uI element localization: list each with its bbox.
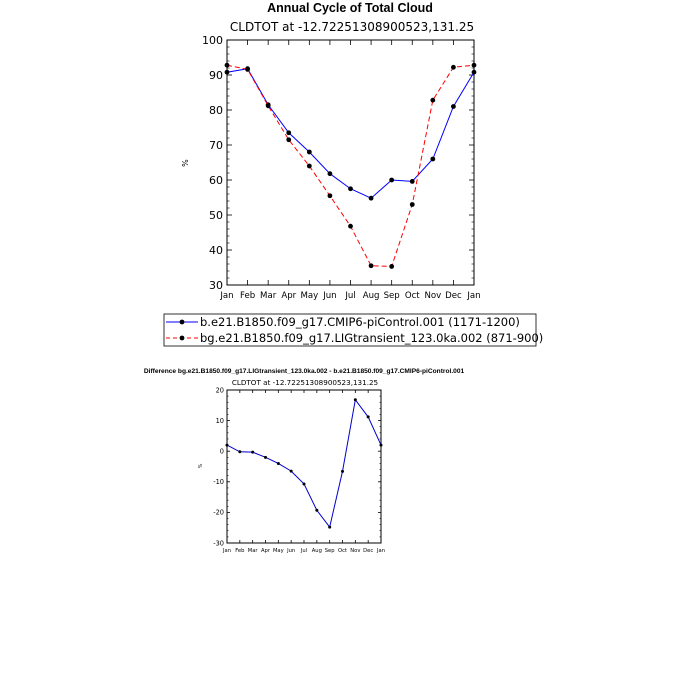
c1-series-1-point [368, 263, 374, 269]
chart2-ylabel: % [198, 463, 204, 468]
legend-marker-lig [179, 335, 185, 341]
chart1-subtitle: CLDTOT at -12.72251308900523,131.25 [230, 20, 474, 34]
chart2-subtitle: CLDTOT at -12.72251308900523,131.25 [232, 378, 378, 387]
c1-series-1-point [327, 193, 333, 199]
c1-series-0-point [389, 177, 395, 183]
c2-series-0-point [341, 469, 344, 473]
c1-series-line-1 [226, 64, 475, 267]
c1-series-0-point [430, 156, 436, 162]
c1-series-1-point [348, 223, 353, 229]
c1-xtick-label: Jan [466, 291, 480, 301]
c2-series-0-point [328, 525, 332, 529]
c1-series-1-point [265, 103, 271, 109]
c1-xtick-label: Jun [322, 291, 336, 301]
c2-xtick-label: Jul [300, 548, 307, 554]
c2-series-0-point [264, 455, 267, 459]
difference-chart: Difference bg.e21.B1850.f09_g17.LIGtrans… [144, 368, 465, 554]
c1-xtick-label: Mar [260, 291, 277, 301]
c1-ytick-label: 60 [209, 174, 223, 187]
c1-xtick-label: Sep [384, 291, 400, 301]
c1-series-1-point [471, 62, 477, 68]
c2-ytick-label: 0 [220, 448, 224, 456]
c1-xtick-label: Oct [405, 291, 420, 301]
legend-box [163, 313, 537, 347]
c2-xtick-label: Feb [235, 548, 245, 554]
c2-xtick-label: Mar [248, 548, 259, 554]
c1-series-0-point [348, 186, 353, 192]
c1-series-0-point [327, 171, 333, 177]
c2-series-line-0 [226, 398, 382, 529]
c2-series-0-point [225, 443, 229, 447]
chart1-ylabel: % [181, 159, 190, 167]
c1-ytick-label: 30 [209, 279, 223, 292]
c2-xtick-label: Jun [286, 548, 295, 554]
c2-xtick-label: Aug [312, 548, 322, 554]
c1-ytick-label: 40 [209, 244, 223, 257]
c2-xtick-label: Nov [350, 548, 360, 554]
c2-ytick-label: -30 [213, 539, 224, 547]
c2-series-0-point [289, 469, 293, 473]
c1-series-0-point [368, 195, 374, 201]
legend-marker-ctrl [179, 319, 185, 325]
c1-series-0-point [451, 104, 456, 109]
c2-series-0-point [238, 450, 242, 454]
c1-series-1-point [451, 64, 456, 70]
c2-ytick-label: -20 [213, 509, 224, 517]
c2-series-0-point [366, 415, 370, 419]
c1-series-0-point [306, 149, 312, 155]
c1-xtick-label: Jul [344, 291, 355, 301]
c1-series-1-point [245, 67, 250, 72]
c1-xtick-label: Nov [424, 291, 441, 301]
c2-xtick-label: Jan [222, 548, 231, 554]
c2-plot-frame [226, 389, 382, 544]
c1-xtick-label: Aug [363, 291, 380, 301]
legend-label-lig: bg.e21.B1850.f09_g17.LIGtransient_123.0k… [200, 331, 543, 345]
c1-series-0-point [224, 69, 230, 75]
c1-ytick-label: 70 [209, 139, 223, 152]
c2-series-0-point [379, 443, 383, 447]
c1-series-1-point [286, 137, 292, 143]
c1-series-0-point [471, 69, 477, 75]
c1-series-0-point [286, 130, 292, 136]
c2-series-0-point [353, 398, 357, 402]
c1-plot-frame [226, 39, 475, 286]
c1-series-1-point [224, 62, 230, 68]
c2-ytick-label: -10 [213, 478, 224, 486]
c2-xtick-label: Dec [363, 548, 373, 554]
chart1-legend: b.e21.B1850.f09_g17.CMIP6-piControl.001 … [163, 313, 543, 347]
chart2-title: Difference bg.e21.B1850.f09_g17.LIGtrans… [144, 368, 465, 375]
c2-xtick-label: Sep [325, 548, 335, 554]
c1-ytick-label: 80 [209, 104, 223, 117]
c2-series-0-point [251, 450, 255, 454]
c2-xtick-label: May [273, 548, 284, 554]
c1-ytick-label: 100 [202, 34, 223, 47]
c2-ytick-label: 20 [216, 386, 224, 394]
c1-series-0-point [409, 179, 415, 184]
c2-ytick-label: 10 [216, 417, 224, 425]
c2-xtick-label: Jan [376, 548, 385, 554]
c1-xtick-label: Apr [281, 291, 296, 301]
c2-xtick-label: Apr [261, 548, 271, 554]
c1-series-1-point [389, 264, 395, 269]
annual-cycle-chart: Annual Cycle of Total Cloud CLDTOT at -1… [163, 1, 543, 347]
c1-series-1-point [409, 202, 415, 207]
c2-xtick-label: Oct [338, 548, 347, 554]
c1-ytick-label: 90 [209, 69, 223, 82]
legend-label-ctrl: b.e21.B1850.f09_g17.CMIP6-piControl.001 … [200, 315, 520, 329]
c2-series-0-point [302, 482, 306, 486]
c1-xtick-label: Jan [219, 291, 233, 301]
c1-series-line-0 [226, 68, 475, 199]
c2-series-0-point [276, 461, 280, 465]
c1-series-1-point [306, 163, 312, 169]
chart1-title: Annual Cycle of Total Cloud [267, 1, 433, 15]
c1-xtick-label: May [300, 291, 318, 301]
c1-xtick-label: Feb [240, 291, 255, 301]
c2-series-0-point [315, 508, 319, 512]
c1-xtick-label: Dec [445, 291, 462, 301]
c1-ytick-label: 50 [209, 209, 223, 222]
c1-series-1-point [430, 97, 436, 103]
